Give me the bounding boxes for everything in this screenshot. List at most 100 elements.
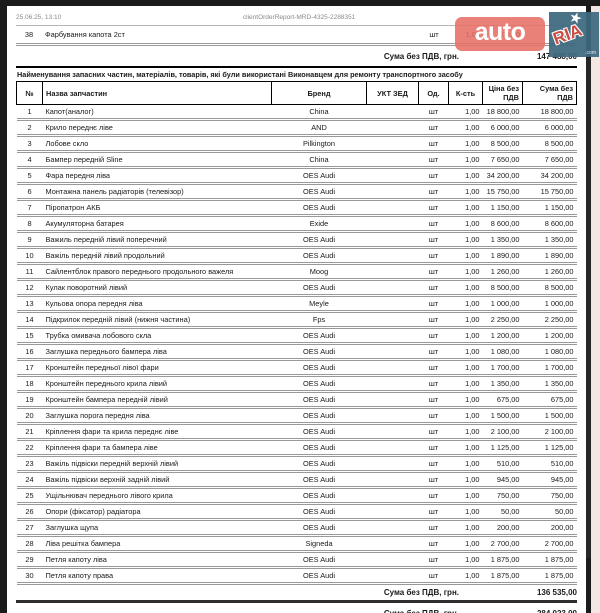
cell-name: Заглушка порога передня ліва [42,407,272,425]
table-row: 3 Лобове скло Pilkington шт 1,00 8 500,00 8 50… [16,135,577,153]
cell-num: 13 [16,295,43,313]
cell-unit: шт [418,295,449,313]
cell-ukt [366,311,419,329]
cell-price: 945,00 [482,471,523,489]
cell-ukt [366,247,419,265]
cell-num: 4 [16,151,43,169]
cell-ukt [366,231,419,249]
cell-sum: 7 650,00 [522,151,577,169]
cell-name: Піропатрон АКБ [42,199,272,217]
cell-qty: 1,00 [448,343,483,361]
cell-sum: 1 200,00 [522,327,577,345]
cell-ukt [366,423,419,441]
cell-qty: 1,00 [448,167,483,185]
cell-name: Фара передня ліва [42,167,272,185]
cell-num: 27 [16,519,43,537]
cell-unit: шт [419,25,449,46]
cell-unit: шт [418,535,449,553]
cell-qty: 1,00 [448,503,483,521]
table-row: 12 Кулак поворотний лівий OES Audi шт 1,00 8 … [16,279,577,297]
cell-ukt [366,455,419,473]
cell-sum: 1 125,00 [522,439,577,457]
cell-unit: шт [418,551,449,569]
cell-name: Крило переднє ліве [42,119,272,137]
cell-name: Заглушка щупа [42,519,272,537]
cell-brand: Moog [271,263,367,281]
cell-ukt [366,327,419,345]
cell-ukt [366,151,419,169]
cell-unit: шт [418,407,449,425]
subtotal-bottom-label: Сума без ПДВ, грн. [383,588,459,597]
cell-ukt [366,439,419,457]
cell-brand: OES Audi [271,279,367,297]
cell-sum: 1 150,00 [522,199,577,217]
cell-num: 2 [16,119,43,137]
cell-name: Бампер передній Sline [42,151,272,169]
table-row: 5 Фара передня ліва OES Audi шт 1,00 34 200,0… [16,167,577,185]
subtotal-bottom: Сума без ПДВ, грн. 136 535,00 [16,585,577,603]
cell-unit: шт [418,151,449,169]
cell-brand: OES Audi [271,391,367,409]
cell-name: Кулак поворотний лівий [42,279,272,297]
cell-num: 1 [16,104,43,121]
cell-num: 20 [16,407,43,425]
table-row: 2 Крило переднє ліве AND шт 1,00 6 000,00 6 00… [16,119,577,137]
cell-price: 15 750,00 [482,183,523,201]
cell-name: Важіль передній лівий продольний [42,247,272,265]
table-row: 28 Ліва решітка бампера Signeda шт 1,00 2 700… [16,535,577,553]
cell-unit: шт [418,263,449,281]
cell-name: Ліва решітка бампера [42,535,272,553]
cell-price: 8 600,00 [482,215,523,233]
cell-sum: 1 000,00 [522,295,577,313]
subtotal-top: Сума без ПДВ, грн. 147 488,00 [16,46,577,66]
table-row: 9 Важиль передній лівий поперечний OES Aud… [16,231,577,249]
cell-ukt [366,104,419,121]
cell-brand: OES Audi [271,167,367,185]
cell-name: Трубка омивача лобового скла [42,327,272,345]
cell-brand: OES Audi [271,423,367,441]
cell-price: 510,00 [482,455,523,473]
table-row: 7 Піропатрон АКБ OES Audi шт 1,00 1 150,00 1 1… [16,199,577,217]
cell-unit: шт [418,279,449,297]
page-right-margin [591,6,600,613]
cell-sum: 2 250,00 [522,311,577,329]
cell-unit: шт [418,375,449,393]
cell-num: 25 [16,487,43,505]
cell-brand: OES Audi [271,455,367,473]
cell-sum: 8 500,00 [522,135,577,153]
cell-qty: 1,00 [448,231,483,249]
column-header-unit: Од. [418,81,449,105]
cell-num: 12 [16,279,43,297]
cell-sum: 2 100,00 [522,423,577,441]
column-header-qty: К-сть [448,81,483,105]
cell-qty: 1,00 [448,327,483,345]
cell-name: Кронштейн бампера передній лівий [42,391,272,409]
table-row: 15 Трубка омивача лобового скла OES Audi шт… [16,327,577,345]
cell-sum: 1 350,00 [522,375,577,393]
cell-qty: 1,00 [448,423,483,441]
carryover-row-table: 38 Фарбування капота 2ст шт 1,00 400,00 [16,25,577,46]
cell-brand: OES Audi [271,471,367,489]
cell-unit: шт [418,199,449,217]
total-value: 284 023,00 [459,609,577,613]
cell-qty: 1,00 [448,375,483,393]
parts-table: № Назва запчастин Бренд УКТ ЗЕД Од. К-ст… [16,81,577,585]
cell-sum [523,25,577,46]
cell-price: 1 260,00 [482,263,523,281]
cell-num: 26 [16,503,43,521]
cell-num: 9 [16,231,43,249]
subtotal-top-label: Сума без ПДВ, грн. [383,52,459,61]
cell-sum: 945,00 [522,471,577,489]
cell-price: 1 200,00 [482,327,523,345]
cell-unit: шт [418,359,449,377]
table-row: 4 Бампер передній Sline China шт 1,00 7 650,0… [16,151,577,169]
table-row: 11 Сайлентблок правого переднього продоль… [16,263,577,281]
cell-sum: 1 500,00 [522,407,577,425]
table-row: 18 Кронштейн переднього крила лівий OES Au… [16,375,577,393]
cell-sum: 8 500,00 [522,279,577,297]
cell-sum: 1 350,00 [522,231,577,249]
cell-price: 18 800,00 [482,104,523,121]
cell-num: 6 [16,183,43,201]
column-header-ukt: УКТ ЗЕД [366,81,419,105]
cell-unit: шт [418,503,449,521]
